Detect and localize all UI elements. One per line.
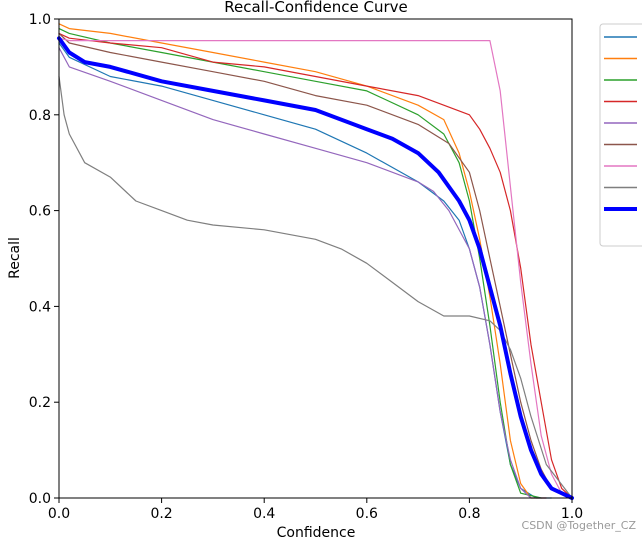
- watermark-text: CSDN @Together_CZ: [521, 519, 636, 532]
- series-line-9: [57, 36, 574, 500]
- series-line-5: [58, 47, 547, 499]
- chart-title: Recall-Confidence Curve: [224, 0, 408, 16]
- x-tick-label: 1.0: [561, 506, 583, 522]
- y-tick-label: 1.0: [29, 12, 51, 28]
- legend: [599, 23, 642, 247]
- x-tick-label: 0.2: [150, 506, 172, 522]
- y-tick-label: 0.6: [29, 204, 51, 220]
- series-line-4: [58, 32, 573, 499]
- series-line-6: [58, 32, 573, 499]
- y-tick-label: 0.4: [29, 299, 51, 315]
- x-tick-label: 0.4: [253, 506, 275, 522]
- plot-frame: [58, 18, 573, 499]
- x-tick-label: 0.6: [356, 506, 378, 522]
- series-line-2: [58, 23, 547, 499]
- y-tick-label: 0.2: [29, 395, 51, 411]
- x-axis: 0.0 0.2 0.4 0.6 0.8 1.0: [48, 498, 583, 522]
- series-line-3: [58, 28, 542, 499]
- x-axis-label: Confidence: [277, 525, 356, 538]
- y-tick-label: 0.0: [29, 491, 51, 507]
- x-tick-label: 0.0: [48, 506, 70, 522]
- x-tick-label: 0.8: [458, 506, 480, 522]
- y-tick-label: 0.8: [29, 108, 51, 124]
- series-line-8: [58, 75, 573, 499]
- y-axis: 0.0 0.2 0.4 0.6 0.8 1.0: [29, 12, 59, 507]
- series-line-7: [58, 37, 573, 499]
- plot-area: [57, 23, 574, 500]
- legend-box: [599, 23, 642, 247]
- y-axis-label: Recall: [7, 237, 23, 279]
